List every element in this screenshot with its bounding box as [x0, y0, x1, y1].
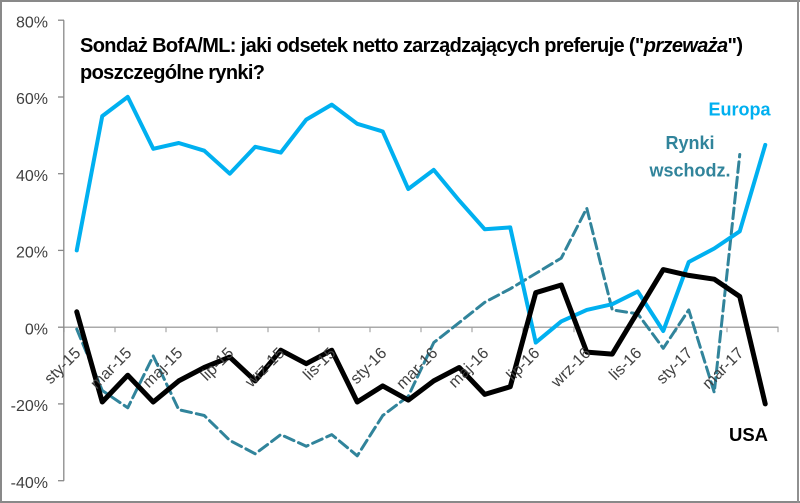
svg-text:Rynki: Rynki — [665, 133, 714, 153]
svg-text:lip-16: lip-16 — [504, 345, 544, 385]
svg-text:poszczególne rynki?: poszczególne rynki? — [80, 62, 265, 84]
svg-text:sty-17: sty-17 — [653, 345, 696, 388]
svg-text:60%: 60% — [16, 91, 48, 108]
svg-text:wrz-16: wrz-16 — [548, 345, 595, 392]
svg-text:-40%: -40% — [11, 475, 48, 492]
svg-text:sty-16: sty-16 — [347, 345, 390, 388]
svg-text:mar-16: mar-16 — [393, 345, 441, 393]
svg-text:wrz-15: wrz-15 — [242, 345, 289, 392]
svg-text:40%: 40% — [16, 168, 48, 185]
svg-text:USA: USA — [729, 424, 768, 445]
svg-text:lip-15: lip-15 — [198, 345, 238, 385]
svg-text:maj-16: maj-16 — [446, 345, 493, 392]
svg-text:80%: 80% — [16, 14, 48, 31]
svg-text:20%: 20% — [16, 245, 48, 262]
svg-text:0%: 0% — [25, 321, 48, 338]
svg-text:wschodz.: wschodz. — [648, 161, 730, 181]
svg-text:Sondaż BofA/ML: jaki odsetek n: Sondaż BofA/ML: jaki odsetek netto zarzą… — [80, 35, 742, 57]
svg-text:sty-15: sty-15 — [41, 345, 84, 388]
svg-text:Europa: Europa — [708, 99, 771, 119]
svg-text:-20%: -20% — [11, 398, 48, 415]
